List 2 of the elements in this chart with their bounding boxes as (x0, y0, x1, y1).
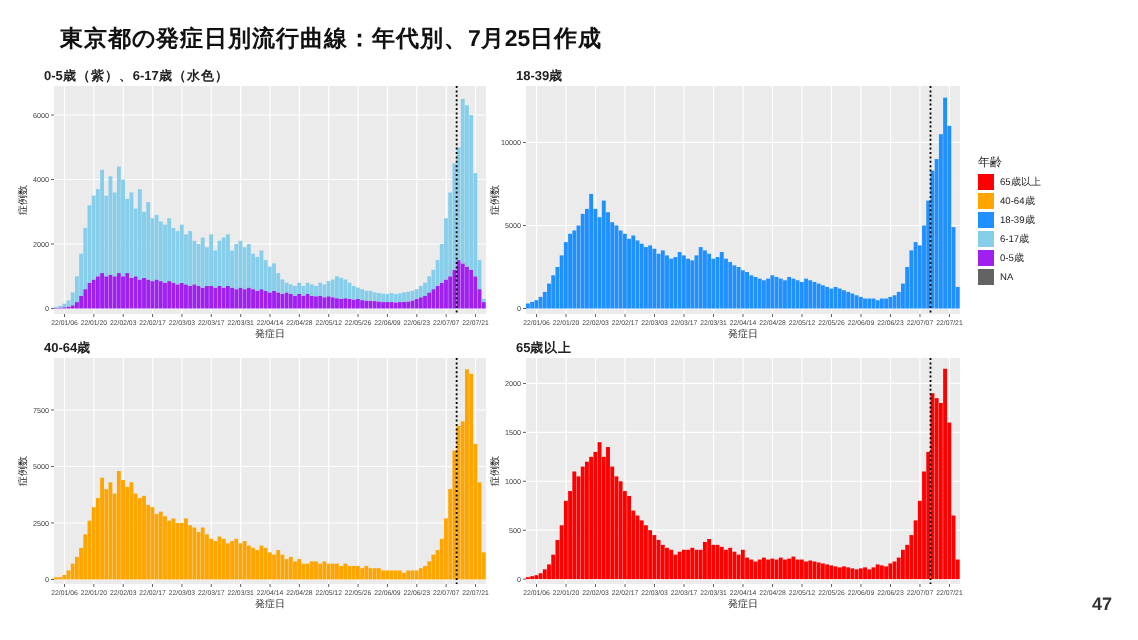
chart-title: 東京都の発症日別流行曲線：年代別、7月25日作成 (58, 24, 603, 52)
text: 47 (1091, 594, 1112, 614)
